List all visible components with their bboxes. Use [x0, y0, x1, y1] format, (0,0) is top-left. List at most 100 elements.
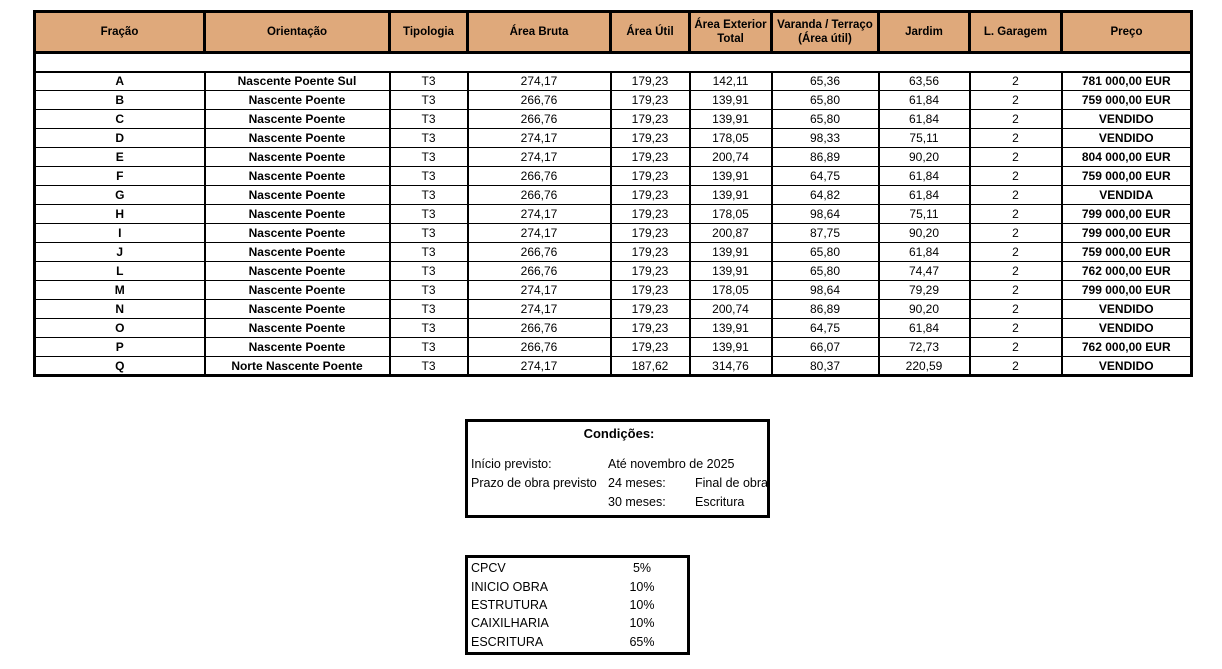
cell-jardim: 61,84 — [877, 109, 971, 129]
cell-jardim: 79,29 — [877, 280, 971, 300]
cell-area_util: 179,23 — [609, 90, 691, 110]
cell-varanda: 65,80 — [770, 242, 880, 262]
conditions-mid: 30 meses: — [608, 494, 666, 509]
cell-area_util: 179,23 — [609, 242, 691, 262]
header-preco: Preço — [1060, 10, 1193, 54]
payment-label: ESCRITURA — [471, 634, 544, 649]
payment-label: CAIXILHARIA — [471, 616, 549, 631]
table-row-N: N Nascente Poente T3 274,17 179,23 200,74 86,8… — [33, 299, 1193, 319]
cell-area_util: 179,23 — [609, 204, 691, 224]
cell-fracao: A — [33, 70, 206, 91]
cell-preco: 799 000,00 EUR — [1060, 280, 1193, 300]
cell-fracao: E — [33, 147, 206, 167]
cell-jardim: 74,47 — [877, 261, 971, 281]
cell-area_exterior: 139,91 — [688, 185, 773, 205]
cell-varanda: 98,64 — [770, 280, 880, 300]
cell-garagem: 2 — [968, 280, 1063, 300]
payment-row: INICIO OBRA 10% — [471, 578, 677, 596]
table-row-Q: Q Norte Nascente Poente T3 274,17 187,62 314,… — [33, 356, 1193, 377]
conditions-row-1: Prazo de obra previsto 24 meses: Final de … — [471, 473, 768, 492]
cell-fracao: F — [33, 166, 206, 186]
cell-jardim: 72,73 — [877, 337, 971, 357]
conditions-mid: 24 meses: — [608, 475, 666, 490]
cell-preco: 759 000,00 EUR — [1060, 90, 1193, 110]
payment-value: 10% — [629, 579, 655, 594]
cell-fracao: P — [33, 337, 206, 357]
cell-preco: 799 000,00 EUR — [1060, 223, 1193, 243]
cell-garagem: 2 — [968, 185, 1063, 205]
table-row-H: H Nascente Poente T3 274,17 179,23 178,05 98,6… — [33, 204, 1193, 224]
cell-orientacao: Nascente Poente — [203, 337, 391, 357]
cell-tipologia: T3 — [388, 299, 469, 319]
cell-preco: 799 000,00 EUR — [1060, 204, 1193, 224]
table-row-M: M Nascente Poente T3 274,17 179,23 178,05 98,6… — [33, 280, 1193, 300]
cell-area_bruta: 274,17 — [466, 70, 612, 91]
cell-area_util: 179,23 — [609, 128, 691, 148]
header-fracao: Fração — [33, 10, 206, 54]
cell-varanda: 65,36 — [770, 70, 880, 91]
table-row-J: J Nascente Poente T3 266,76 179,23 139,91 65,8… — [33, 242, 1193, 262]
payment-value: 5% — [632, 561, 652, 576]
cell-garagem: 2 — [968, 299, 1063, 319]
cell-tipologia: T3 — [388, 356, 469, 377]
cell-garagem: 2 — [968, 337, 1063, 357]
cell-orientacao: Norte Nascente Poente — [203, 356, 391, 377]
header-area_util: Área Útil — [609, 10, 691, 54]
cell-tipologia: T3 — [388, 185, 469, 205]
fractions-price-table-wrap: Fração Orientação Tipologia Área Bruta Área … — [33, 10, 1193, 377]
cell-orientacao: Nascente Poente — [203, 242, 391, 262]
cell-varanda: 80,37 — [770, 356, 880, 377]
cell-varanda: 98,64 — [770, 204, 880, 224]
cell-fracao: C — [33, 109, 206, 129]
cell-garagem: 2 — [968, 109, 1063, 129]
cell-fracao: H — [33, 204, 206, 224]
cell-orientacao: Nascente Poente — [203, 204, 391, 224]
table-row-D: D Nascente Poente T3 274,17 179,23 178,05 98,3… — [33, 128, 1193, 148]
payment-value: 10% — [629, 616, 655, 631]
cell-garagem: 2 — [968, 356, 1063, 377]
cell-varanda: 65,80 — [770, 90, 880, 110]
cell-jardim: 61,84 — [877, 242, 971, 262]
cell-area_exterior: 139,91 — [688, 337, 773, 357]
header-tipologia: Tipologia — [388, 10, 469, 54]
cell-fracao: G — [33, 185, 206, 205]
payment-row: CPCV 5% — [471, 559, 677, 577]
cell-area_util: 179,23 — [609, 147, 691, 167]
cell-area_exterior: 178,05 — [688, 204, 773, 224]
cell-area_bruta: 266,76 — [466, 261, 612, 281]
cell-tipologia: T3 — [388, 166, 469, 186]
cell-area_util: 179,23 — [609, 70, 691, 91]
table-row-B: B Nascente Poente T3 266,76 179,23 139,91 65,8… — [33, 90, 1193, 110]
cell-orientacao: Nascente Poente — [203, 147, 391, 167]
cell-varanda: 65,80 — [770, 261, 880, 281]
cell-preco: 759 000,00 EUR — [1060, 242, 1193, 262]
cell-varanda: 65,80 — [770, 109, 880, 129]
cell-varanda: 64,75 — [770, 166, 880, 186]
header-jardim: Jardim — [877, 10, 971, 54]
cell-area_exterior: 139,91 — [688, 318, 773, 338]
conditions-right: Escritura — [695, 494, 745, 509]
cell-area_util: 179,23 — [609, 166, 691, 186]
cell-orientacao: Nascente Poente — [203, 185, 391, 205]
cell-garagem: 2 — [968, 318, 1063, 338]
cell-tipologia: T3 — [388, 147, 469, 167]
cell-orientacao: Nascente Poente — [203, 128, 391, 148]
table-row-A: A Nascente Poente Sul T3 274,17 179,23 142,11… — [33, 70, 1193, 91]
cell-area_bruta: 266,76 — [466, 242, 612, 262]
cell-jardim: 90,20 — [877, 223, 971, 243]
cell-fracao: D — [33, 128, 206, 148]
cell-orientacao: Nascente Poente — [203, 299, 391, 319]
cell-varanda: 87,75 — [770, 223, 880, 243]
cell-area_exterior: 139,91 — [688, 166, 773, 186]
cell-varanda: 66,07 — [770, 337, 880, 357]
table-row-O: O Nascente Poente T3 266,76 179,23 139,91 64,7… — [33, 318, 1193, 338]
cell-area_exterior: 139,91 — [688, 242, 773, 262]
cell-area_util: 179,23 — [609, 109, 691, 129]
cell-area_util: 187,62 — [609, 356, 691, 377]
cell-varanda: 86,89 — [770, 299, 880, 319]
cell-tipologia: T3 — [388, 109, 469, 129]
header-varanda: Varanda / Terraço (Área útil) — [770, 10, 880, 54]
conditions-mid: Até novembro de 2025 — [608, 456, 735, 471]
cell-jardim: 61,84 — [877, 166, 971, 186]
payment-label: ESTRUTURA — [471, 597, 548, 612]
